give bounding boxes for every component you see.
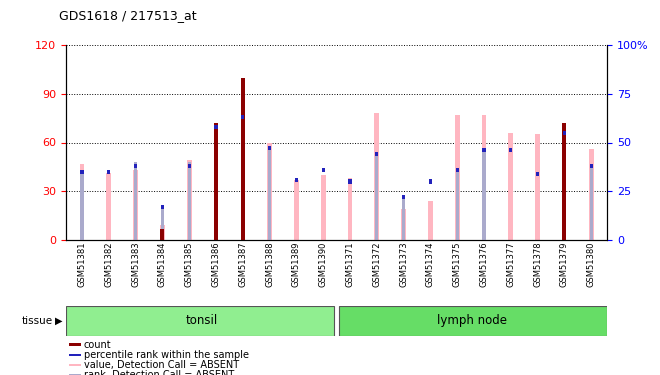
Bar — [66, 306, 334, 336]
Text: GSM51385: GSM51385 — [185, 241, 194, 287]
Bar — [482, 150, 486, 240]
Text: GSM51381: GSM51381 — [78, 241, 86, 287]
Text: GSM51383: GSM51383 — [131, 241, 140, 287]
Bar — [241, 78, 245, 240]
Bar — [187, 164, 191, 168]
Bar — [187, 160, 191, 240]
Bar — [428, 201, 433, 240]
Text: GSM51371: GSM51371 — [345, 241, 354, 287]
Text: rank, Detection Call = ABSENT: rank, Detection Call = ABSENT — [84, 370, 234, 375]
Bar — [268, 148, 271, 240]
Text: GSM51389: GSM51389 — [292, 241, 301, 287]
Bar — [81, 172, 84, 240]
Text: tonsil: tonsil — [185, 314, 217, 327]
Text: GSM51374: GSM51374 — [426, 241, 435, 287]
Bar — [482, 115, 486, 240]
Bar — [375, 154, 378, 240]
Bar — [455, 170, 459, 240]
Text: GDS1618 / 217513_at: GDS1618 / 217513_at — [59, 9, 197, 22]
Text: ▶: ▶ — [55, 316, 63, 326]
Text: tissue: tissue — [22, 316, 53, 326]
Bar — [375, 152, 378, 156]
Bar — [563, 131, 566, 135]
Bar — [589, 166, 593, 240]
Bar — [161, 207, 164, 240]
Bar — [214, 142, 218, 240]
Text: GSM51372: GSM51372 — [372, 241, 381, 287]
Bar — [402, 197, 405, 240]
Bar — [69, 343, 81, 346]
Bar — [339, 306, 607, 336]
Bar — [295, 177, 298, 182]
Text: value, Detection Call = ABSENT: value, Detection Call = ABSENT — [84, 360, 239, 370]
Bar — [402, 195, 405, 199]
Bar — [214, 125, 218, 129]
Bar — [80, 164, 84, 240]
Bar — [348, 180, 352, 183]
Text: GSM51376: GSM51376 — [479, 241, 488, 287]
Bar — [134, 164, 137, 168]
Text: GSM51382: GSM51382 — [104, 241, 114, 287]
Bar — [589, 164, 593, 168]
Bar — [562, 123, 566, 240]
Bar — [535, 134, 540, 240]
Bar — [267, 142, 272, 240]
Text: percentile rank within the sample: percentile rank within the sample — [84, 350, 249, 360]
Bar — [106, 173, 112, 240]
Bar — [133, 170, 138, 240]
Bar — [214, 123, 218, 240]
Bar — [161, 205, 164, 209]
Bar — [69, 354, 81, 356]
Bar — [321, 175, 325, 240]
Text: GSM51379: GSM51379 — [560, 241, 569, 287]
Bar — [455, 168, 459, 172]
Text: GSM51384: GSM51384 — [158, 241, 167, 287]
Text: GSM51386: GSM51386 — [212, 241, 220, 287]
Bar — [294, 180, 299, 240]
Bar — [160, 229, 164, 240]
Bar — [321, 168, 325, 172]
Bar — [401, 209, 406, 240]
Text: GSM51377: GSM51377 — [506, 241, 515, 287]
Bar — [81, 170, 84, 174]
Bar — [134, 162, 137, 240]
Text: GSM51378: GSM51378 — [533, 241, 542, 287]
Bar — [429, 180, 432, 183]
Bar — [455, 115, 459, 240]
Text: GSM51373: GSM51373 — [399, 241, 408, 287]
Bar — [241, 115, 244, 119]
Text: lymph node: lymph node — [437, 314, 507, 327]
Bar — [108, 170, 110, 174]
Bar — [187, 162, 191, 240]
Bar — [348, 178, 352, 240]
Text: GSM51387: GSM51387 — [238, 241, 248, 287]
Text: GSM51380: GSM51380 — [587, 241, 595, 287]
Bar — [69, 374, 81, 375]
Text: GSM51388: GSM51388 — [265, 241, 274, 287]
Bar — [536, 172, 539, 176]
Text: count: count — [84, 339, 112, 350]
Bar — [482, 148, 486, 152]
Text: GSM51375: GSM51375 — [453, 241, 461, 287]
Bar — [69, 364, 81, 366]
Bar — [509, 148, 512, 152]
Text: GSM51390: GSM51390 — [319, 241, 328, 286]
Bar — [374, 113, 380, 240]
Bar — [268, 146, 271, 150]
Bar — [589, 149, 593, 240]
Bar — [508, 133, 513, 240]
Bar — [160, 225, 165, 240]
